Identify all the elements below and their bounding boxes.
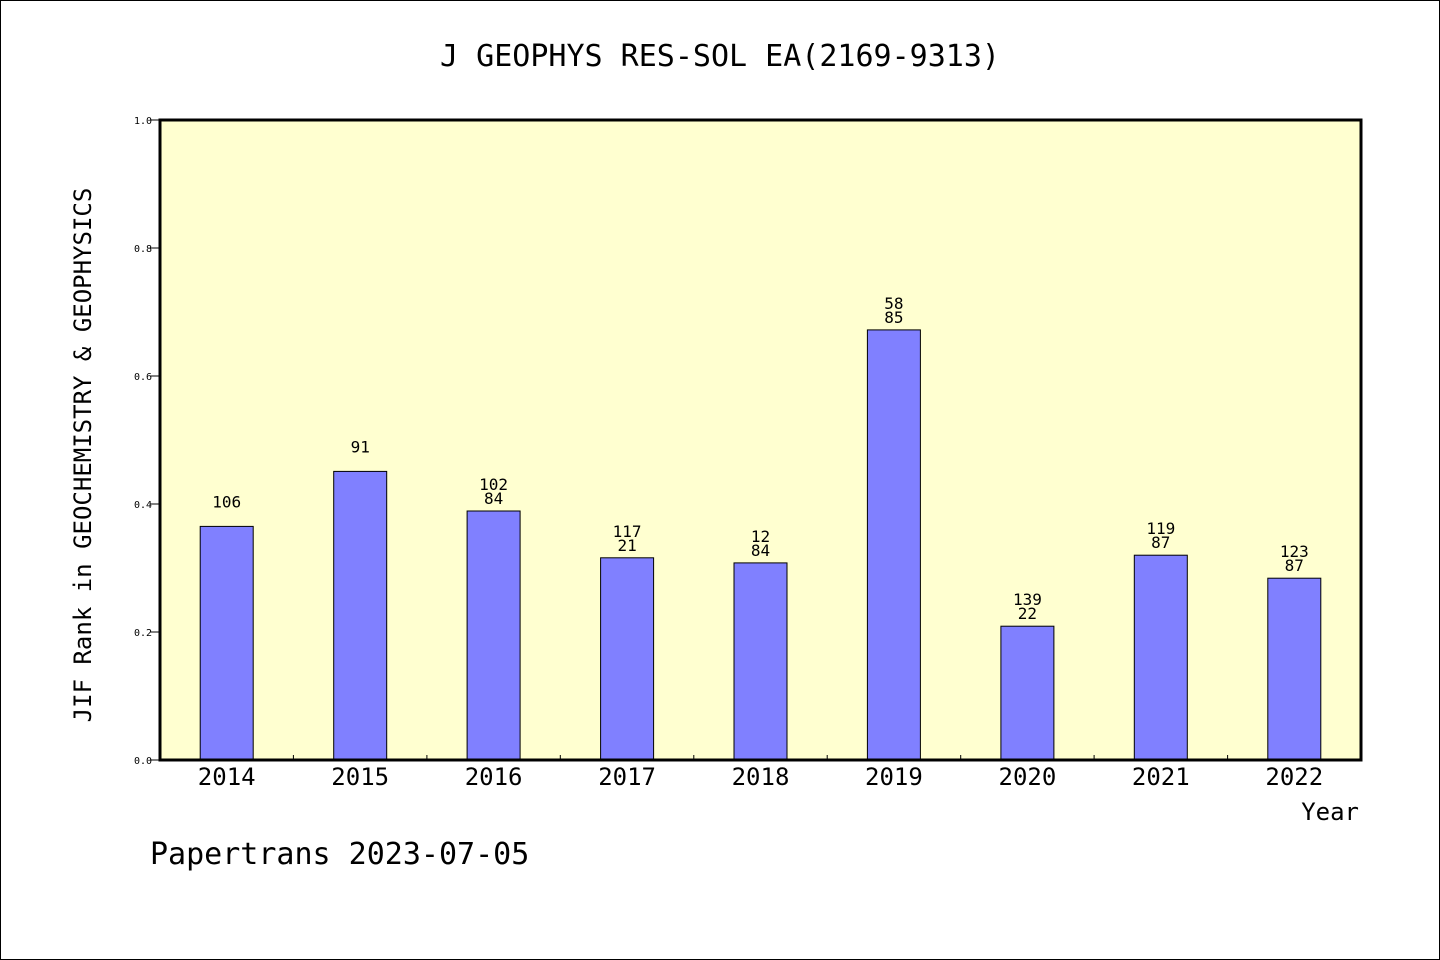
x-tick-label-2015: 2015 bbox=[331, 763, 389, 791]
bar-label-2016-line2: 84 bbox=[484, 489, 503, 508]
x-tick-label-2022: 2022 bbox=[1265, 763, 1323, 791]
y-tick-label-0.4: 0.4 bbox=[134, 500, 152, 511]
y-axis-label: JIF Rank in GEOCHEMISTRY & GEOPHYSICS bbox=[69, 188, 97, 723]
x-axis-label: Year bbox=[1301, 798, 1359, 826]
bar-2014 bbox=[199, 525, 254, 761]
bar-2016 bbox=[466, 510, 521, 761]
chart-title: J GEOPHYS RES-SOL EA(2169-9313) bbox=[440, 39, 1000, 74]
bar-label-2020-line2: 22 bbox=[1018, 604, 1037, 623]
bar-label-2021-line1: 119 bbox=[1146, 519, 1175, 538]
bar-2019 bbox=[866, 329, 921, 761]
plot-border bbox=[158, 118, 1363, 762]
bar-label-2015-line1: 91 bbox=[351, 437, 370, 456]
x-axis-ticks: 2014 2015 2016 2017 2018 2019 2020 2021 2022 bbox=[198, 755, 1323, 791]
x-tick-label-2018: 2018 bbox=[732, 763, 790, 791]
y-tick-label-0.0: 0.0 bbox=[134, 756, 152, 767]
y-tick-label-0.8: 0.8 bbox=[134, 244, 152, 255]
bar-2022 bbox=[1267, 577, 1322, 761]
x-tick-label-2021: 2021 bbox=[1132, 763, 1190, 791]
bar-label-2014-line1: 106 bbox=[212, 492, 241, 511]
bars-group bbox=[199, 329, 1322, 761]
y-tick-label-0.6: 0.6 bbox=[134, 372, 152, 383]
bar-2020 bbox=[1000, 625, 1055, 761]
bar-label-2017-line1: 117 bbox=[613, 522, 642, 541]
bar-2017 bbox=[600, 557, 655, 761]
x-tick-label-2017: 2017 bbox=[598, 763, 656, 791]
x-tick-label-2020: 2020 bbox=[999, 763, 1057, 791]
bar-2021 bbox=[1133, 554, 1188, 761]
bar-2018 bbox=[733, 562, 788, 761]
x-tick-label-2019: 2019 bbox=[865, 763, 923, 791]
bar-label-2016-line1: 102 bbox=[479, 475, 508, 494]
bar-label-2022-line2: 87 bbox=[1285, 556, 1304, 575]
y-axis-ticks: 0.0 0.2 0.4 0.6 0.8 1.0 bbox=[134, 116, 160, 767]
bar-2015 bbox=[333, 470, 388, 761]
bar-label-2018-line1: 12 bbox=[751, 527, 770, 546]
bar-label-2022-line1: 123 bbox=[1280, 542, 1309, 561]
x-tick-label-2016: 2016 bbox=[465, 763, 523, 791]
footer-credit: Papertrans 2023-07-05 bbox=[150, 837, 529, 872]
bar-label-2019-line1: 58 bbox=[884, 294, 903, 313]
bar-label-2017-line2: 21 bbox=[617, 536, 636, 555]
bar-label-2019-line2: 85 bbox=[884, 308, 903, 327]
y-tick-label-0.2: 0.2 bbox=[134, 628, 152, 639]
x-tick-label-2014: 2014 bbox=[198, 763, 256, 791]
bar-label-2018-line2: 84 bbox=[751, 541, 770, 560]
bar-label-2021-line2: 87 bbox=[1151, 533, 1170, 552]
y-tick-label-1.0: 1.0 bbox=[134, 116, 152, 127]
bar-label-2020-line1: 139 bbox=[1013, 590, 1042, 609]
